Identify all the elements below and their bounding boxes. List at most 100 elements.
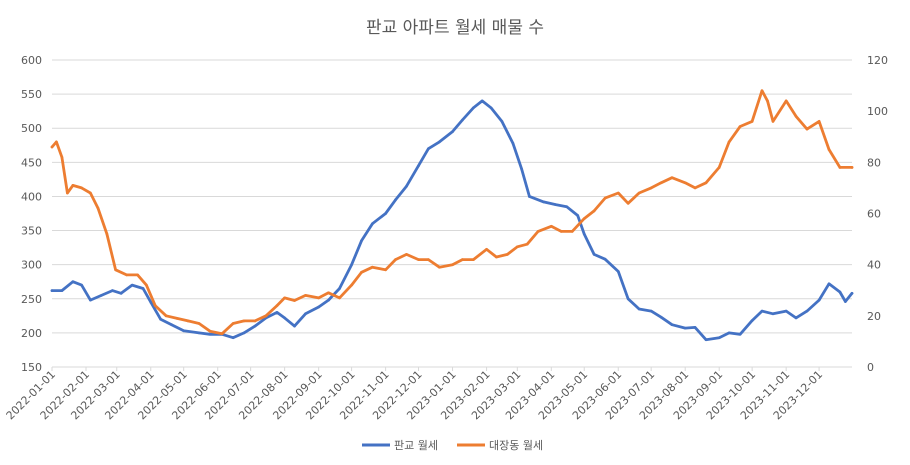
data-point-0: [71, 280, 75, 284]
data-point-1: [784, 99, 788, 103]
data-point-0: [480, 99, 484, 103]
y-tick-label: 200: [21, 327, 42, 340]
data-point-0: [582, 232, 586, 236]
data-point-0: [528, 195, 531, 198]
data-point-0: [141, 287, 145, 290]
data-point-1: [827, 148, 831, 151]
data-point-1: [766, 99, 769, 103]
data-point-0: [197, 331, 201, 335]
data-point-0: [784, 309, 788, 313]
data-point-0: [231, 336, 235, 339]
data-point-0: [384, 212, 387, 215]
x-axis: 2022-01-012022-02-012022-03-012022-04-01…: [4, 367, 825, 422]
data-point-0: [738, 332, 742, 336]
data-point-0: [360, 239, 363, 243]
data-point-0: [750, 319, 754, 322]
y-tick-label: 550: [21, 88, 42, 101]
data-point-1: [438, 265, 441, 269]
data-point-0: [427, 147, 430, 150]
data-point-1: [461, 258, 464, 261]
data-point-1: [164, 314, 168, 318]
data-point-0: [327, 298, 330, 302]
data-point-0: [438, 140, 441, 144]
data-point-1: [427, 258, 430, 261]
data-point-0: [89, 298, 92, 302]
data-point-0: [683, 326, 687, 330]
data-point-0: [603, 257, 607, 261]
data-point-0: [565, 205, 568, 208]
data-point-1: [275, 304, 279, 307]
data-point-0: [149, 300, 153, 304]
data-point-0: [850, 292, 854, 295]
data-point-1: [96, 207, 100, 210]
data-point-0: [242, 331, 246, 335]
data-point-1: [253, 319, 257, 323]
data-point-0: [208, 332, 212, 336]
data-point-1: [283, 296, 286, 300]
data-point-0: [592, 253, 596, 256]
data-point-1: [670, 176, 674, 179]
data-point-0: [317, 305, 320, 309]
data-point-1: [350, 283, 353, 287]
data-point-1: [525, 242, 529, 246]
data-point-1: [536, 230, 540, 233]
data-point-1: [760, 89, 764, 92]
data-point-0: [451, 130, 454, 133]
data-point-0: [275, 311, 279, 314]
data-point-1: [371, 265, 374, 269]
data-point-1: [637, 191, 641, 195]
legend-label-1: 대장동 월세: [489, 439, 543, 452]
data-point-1: [485, 248, 488, 251]
legend: 판교 월세 대장동 월세: [362, 439, 543, 452]
data-point-1: [649, 186, 653, 190]
data-point-0: [717, 336, 721, 339]
y-axis-left: 150 200 250 300 350 400 450 500 550 600: [21, 54, 42, 374]
data-point-1: [850, 166, 854, 169]
data-point-0: [817, 298, 821, 302]
data-point-1: [175, 317, 179, 320]
data-point-0: [170, 323, 173, 327]
y-tick-label: 450: [21, 156, 42, 169]
data-point-1: [105, 232, 109, 236]
y2-tick-label: 0: [867, 361, 874, 374]
data-point-1: [60, 155, 64, 159]
y-tick-label: 350: [21, 225, 42, 238]
data-point-0: [111, 289, 114, 292]
data-point-1: [693, 186, 697, 190]
y2-tick-label: 40: [867, 259, 881, 272]
y-tick-label: 250: [21, 293, 42, 306]
data-point-1: [659, 181, 663, 185]
data-point-0: [805, 309, 809, 313]
data-point-0: [670, 323, 674, 327]
data-point-0: [542, 200, 545, 204]
data-point-0: [338, 287, 341, 290]
y2-tick-label: 20: [867, 310, 881, 323]
data-point-1: [727, 140, 731, 144]
data-point-1: [114, 268, 117, 272]
data-point-0: [511, 141, 515, 145]
data-point-1: [451, 263, 454, 266]
data-point-0: [727, 331, 731, 335]
data-point-0: [461, 118, 464, 122]
data-point-0: [182, 329, 185, 333]
data-point-0: [554, 203, 558, 206]
data-point-0: [100, 294, 103, 297]
data-point-0: [283, 316, 286, 320]
series-layer: [50, 89, 854, 342]
data-point-1: [738, 125, 742, 128]
y-tick-label: 150: [21, 361, 42, 374]
y-tick-label: 600: [21, 54, 42, 67]
y2-tick-label: 100: [867, 105, 888, 118]
data-point-1: [231, 322, 235, 325]
legend-label-0: 판교 월세: [394, 439, 438, 452]
data-point-1: [66, 191, 69, 195]
data-point-1: [145, 283, 148, 287]
data-point-1: [771, 120, 775, 123]
data-point-0: [827, 282, 831, 286]
data-point-1: [80, 186, 83, 190]
data-point-1: [264, 314, 268, 318]
data-point-1: [750, 120, 754, 123]
data-point-1: [405, 253, 408, 256]
data-point-0: [616, 270, 620, 273]
data-point-0: [794, 316, 798, 320]
